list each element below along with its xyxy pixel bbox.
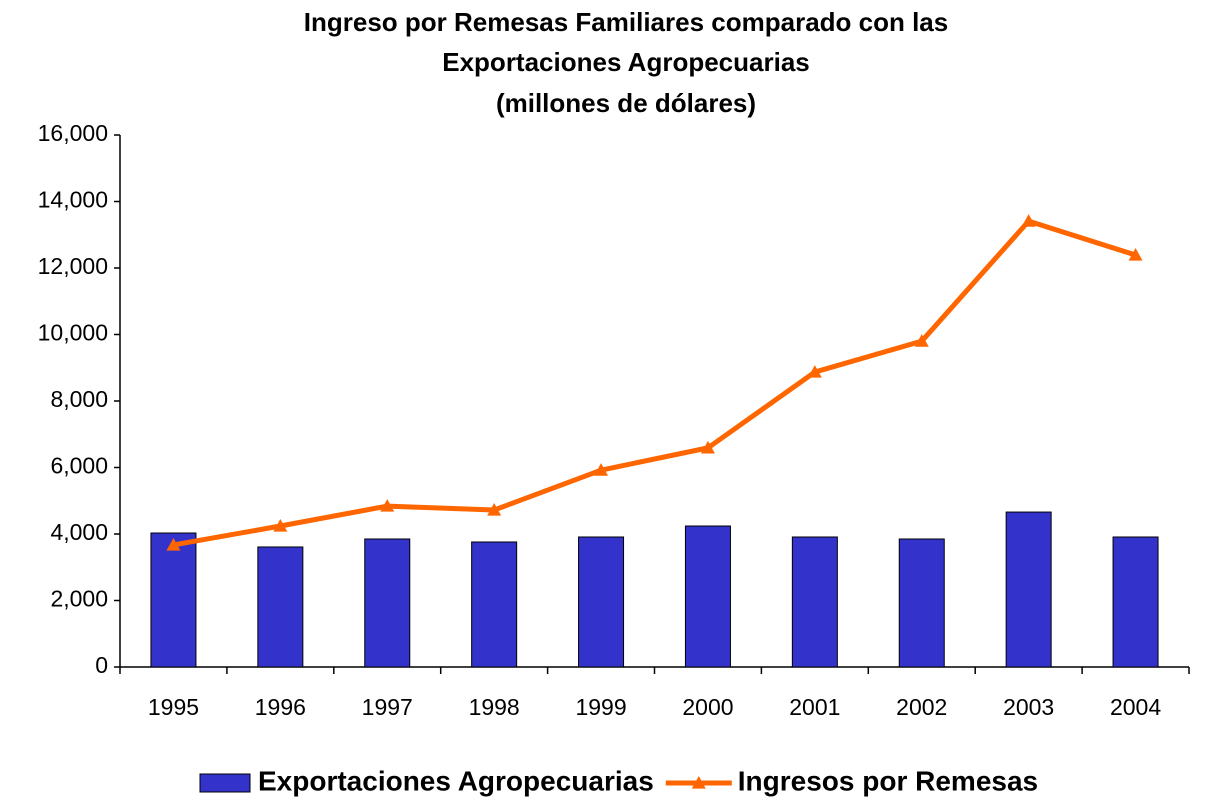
- marker: [807, 365, 822, 378]
- line: [173, 218, 1137, 548]
- bar: [791, 536, 838, 668]
- marker: [914, 334, 929, 347]
- marker: [273, 519, 288, 532]
- chart-title: (millones de dólares): [496, 88, 756, 118]
- bar: [471, 541, 518, 668]
- y-tick-label: 2,000: [50, 586, 108, 612]
- bar: [898, 538, 945, 668]
- marker: [487, 503, 502, 516]
- bar: [364, 538, 411, 668]
- x-tick-label: 1999: [575, 694, 626, 720]
- x-tick-label: 1998: [469, 694, 520, 720]
- legend-label: Exportaciones Agropecuarias: [258, 765, 654, 796]
- bar: [150, 532, 197, 668]
- legend-swatch: [199, 773, 251, 793]
- y-tick-label: 8,000: [50, 386, 108, 412]
- x-tick-label: 1995: [148, 694, 199, 720]
- chart-title: Exportaciones Agropecuarias: [442, 47, 810, 77]
- bar: [1112, 536, 1159, 668]
- marker: [1128, 248, 1143, 261]
- legend-swatch: [691, 776, 706, 789]
- marker: [166, 537, 181, 551]
- x-tick-label: 2001: [789, 694, 840, 720]
- y-tick-label: 4,000: [50, 519, 108, 545]
- x-tick-label: 2004: [1110, 694, 1161, 720]
- x-tick-label: 1996: [255, 694, 306, 720]
- x-tick-label: 2000: [682, 694, 733, 720]
- y-tick-label: 10,000: [38, 320, 108, 346]
- bar: [578, 536, 625, 668]
- y-tick-label: 12,000: [38, 253, 108, 279]
- x-tick-label: 2002: [896, 694, 947, 720]
- bar: [684, 525, 731, 668]
- y-tick-label: 0: [95, 652, 108, 678]
- bar: [1005, 511, 1052, 668]
- marker: [1021, 214, 1036, 227]
- y-tick-label: 6,000: [50, 453, 108, 479]
- y-tick-label: 16,000: [38, 120, 108, 146]
- legend-label: Ingresos por Remesas: [738, 765, 1038, 796]
- x-tick-label: 2003: [1003, 694, 1054, 720]
- marker: [700, 440, 715, 454]
- marker: [594, 463, 609, 476]
- x-tick-label: 1997: [362, 694, 413, 720]
- y-tick-label: 14,000: [38, 187, 108, 213]
- marker: [380, 499, 395, 512]
- bar: [257, 546, 304, 668]
- chart-title: Ingreso por Remesas Familiares comparado…: [304, 7, 948, 37]
